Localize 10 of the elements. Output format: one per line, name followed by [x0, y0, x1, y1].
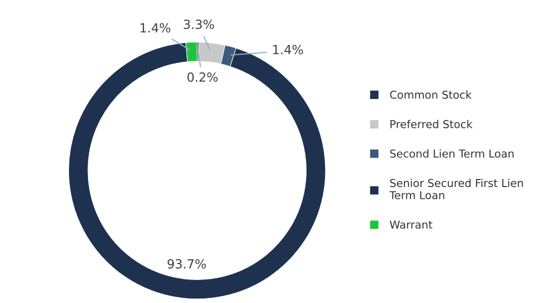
legend-label: Warrant [390, 220, 432, 229]
data-label: 1.4% [140, 23, 170, 33]
data-label: 0.2% [187, 72, 218, 82]
data-label: 3.3% [184, 20, 214, 30]
legend-label: Preferred Stock [390, 120, 473, 128]
legend-label: Senior Secured First Lien Term Loan [389, 178, 523, 200]
legend-label: Second Lien Term Loan [390, 149, 514, 158]
legend-label: Common Stock [390, 90, 472, 99]
data-label: 93.7% [168, 259, 206, 269]
data-label: 1.4% [273, 44, 303, 54]
